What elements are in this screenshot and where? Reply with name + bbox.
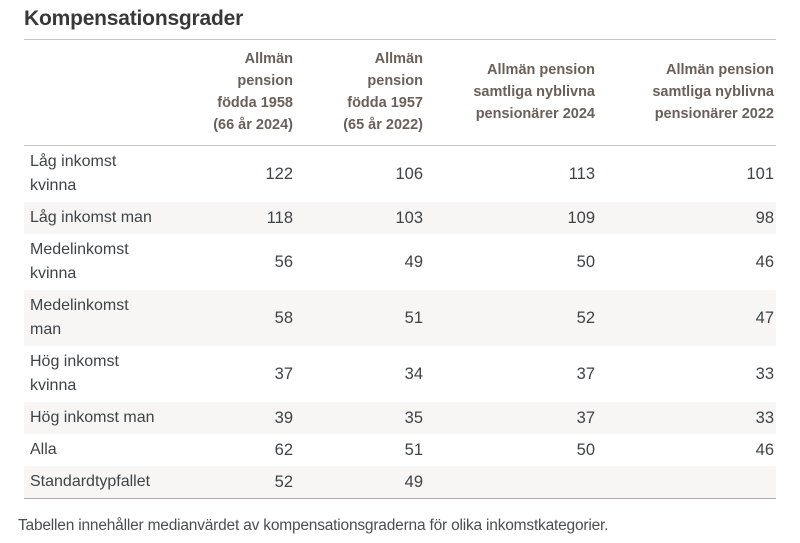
value-cell: 37 [576, 365, 595, 383]
value-cell: 109 [567, 209, 595, 227]
value-cell: 101 [746, 165, 774, 183]
table-row: Standardtypfallet 52 49 [24, 466, 776, 499]
row-label: Alla [30, 441, 57, 458]
value-cell: 56 [274, 253, 293, 271]
value-cell: 34 [404, 365, 423, 383]
value-cell: 52 [274, 473, 293, 491]
column-header: Allmän pension samtliga nyblivna pension… [597, 39, 776, 146]
value-cell: 35 [404, 409, 423, 427]
header-row: Allmän pension födda 1958 (66 år 2024) Al… [24, 39, 776, 146]
table-footnote: Tabellen innehåller medianvärdet av komp… [18, 517, 609, 534]
value-cell: 49 [404, 473, 423, 491]
corner-cell [24, 39, 192, 146]
row-label: Medelinkomst man [30, 297, 129, 338]
row-label: Låg inkomst kvinna [30, 153, 117, 194]
value-cell: 122 [265, 165, 293, 183]
table-row: Alla 62 51 50 46 [24, 434, 776, 466]
value-cell: 50 [576, 441, 595, 459]
row-label: Hög inkomst kvinna [30, 353, 119, 394]
table-row: Låg inkomst man 118 103 109 98 [24, 202, 776, 234]
column-header: Allmän pension födda 1958 (66 år 2024) [192, 39, 295, 146]
table-row: Hög inkomst kvinna 37 34 37 33 [24, 346, 776, 402]
value-cell: 37 [274, 365, 293, 383]
value-cell: 37 [576, 409, 595, 427]
row-label: Medelinkomst kvinna [30, 241, 129, 282]
value-cell: 103 [395, 209, 423, 227]
table-row: Medelinkomst kvinna 56 49 50 46 [24, 234, 776, 290]
row-label: Standardtypfallet [30, 473, 151, 490]
value-cell: 50 [576, 253, 595, 271]
row-label: Låg inkomst man [30, 209, 152, 226]
value-cell: 118 [266, 209, 293, 227]
kompensationsgrader-table: Allmän pension födda 1958 (66 år 2024) Al… [24, 39, 776, 499]
value-cell: 39 [274, 409, 293, 427]
value-cell: 33 [755, 409, 774, 427]
value-cell: 51 [404, 441, 423, 459]
column-header: Allmän pension samtliga nyblivna pension… [425, 39, 597, 146]
page-title: Kompensationsgrader [24, 7, 244, 30]
value-cell: 98 [755, 209, 774, 227]
table-body: Låg inkomst kvinna 122 106 113 101 Låg inkoms… [24, 146, 776, 499]
value-cell: 106 [395, 165, 423, 183]
value-cell: 51 [404, 309, 423, 327]
table-row: Hög inkomst man 39 35 37 33 [24, 402, 776, 434]
value-cell: 46 [755, 253, 774, 271]
table-row: Låg inkomst kvinna 122 106 113 101 [24, 146, 776, 203]
value-cell: 33 [755, 365, 774, 383]
value-cell: 49 [404, 253, 423, 271]
row-label: Hög inkomst man [30, 409, 155, 426]
column-header: Allmän pension födda 1957 (65 år 2022) [295, 39, 425, 146]
table-row: Medelinkomst man 58 51 52 47 [24, 290, 776, 346]
value-cell: 62 [274, 441, 293, 459]
value-cell [425, 466, 597, 499]
value-cell: 58 [274, 309, 293, 327]
value-cell: 46 [755, 441, 774, 459]
value-cell: 52 [576, 309, 595, 327]
value-cell: 47 [755, 309, 774, 327]
value-cell: 113 [568, 165, 595, 183]
value-cell [597, 466, 776, 499]
